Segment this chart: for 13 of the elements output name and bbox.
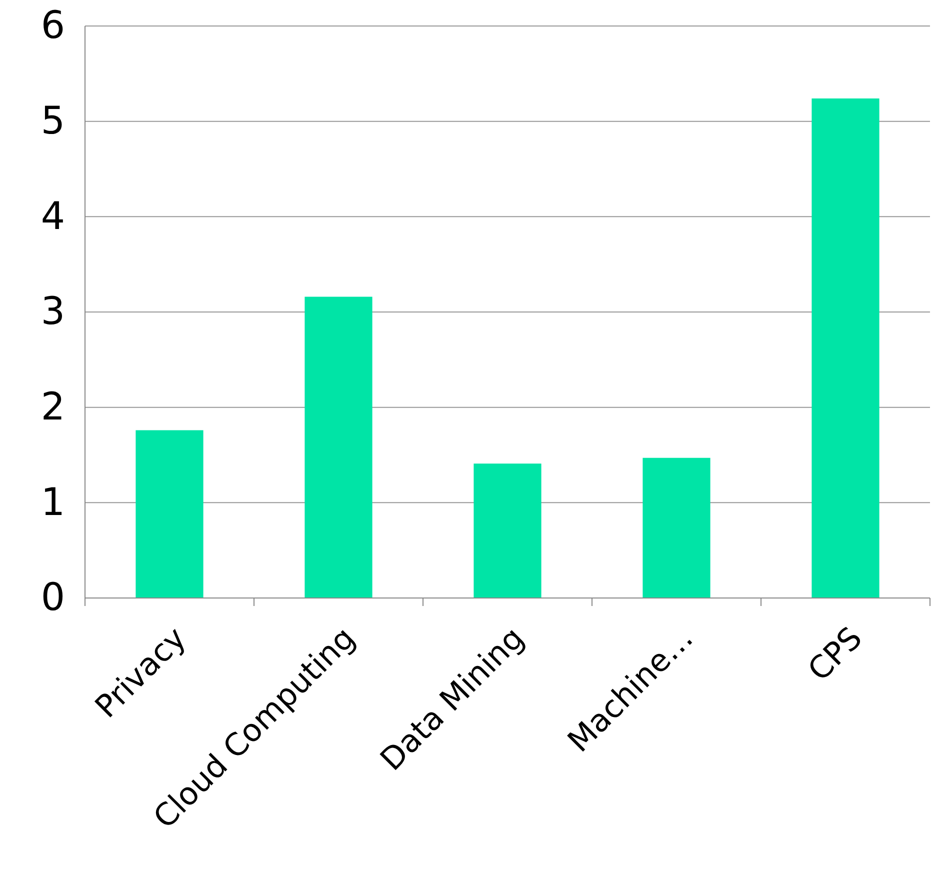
y-tick-label: 5 — [40, 98, 65, 142]
bar — [304, 296, 372, 598]
y-tick-label: 4 — [40, 194, 65, 238]
bar — [474, 464, 542, 598]
bar — [642, 458, 710, 598]
x-tick-label: CPS — [801, 620, 870, 688]
y-tick-label: 6 — [40, 3, 65, 48]
y-tick-label: 1 — [40, 480, 65, 524]
y-tick-label: 0 — [40, 575, 65, 620]
y-tick-label: 3 — [40, 289, 65, 334]
y-tick-label: 2 — [40, 384, 65, 428]
bar — [812, 98, 880, 598]
bar — [136, 430, 204, 598]
